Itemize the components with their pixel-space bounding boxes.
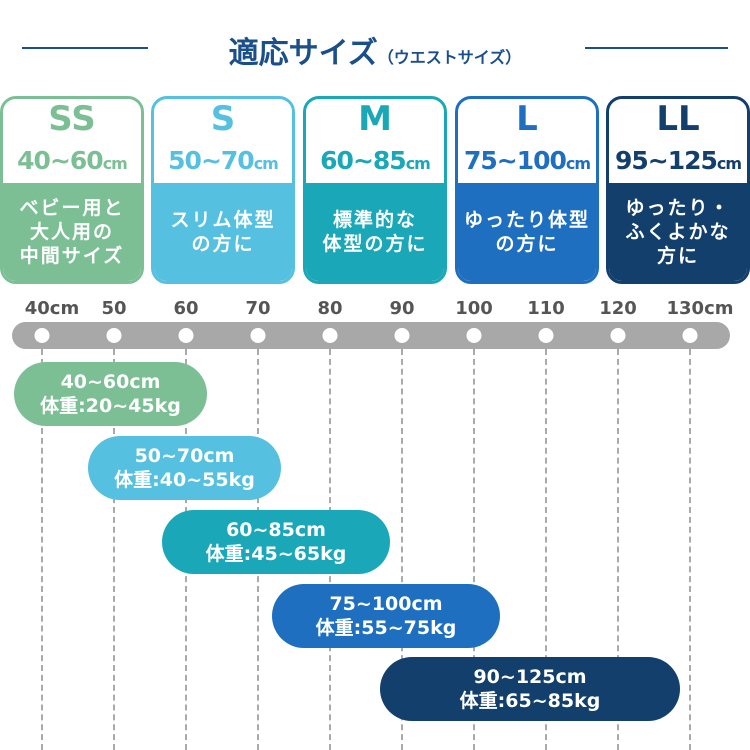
range-pill-ll: 90~125cm 体重:65~85kg	[380, 657, 680, 721]
axis-tick-label: 80	[317, 298, 343, 319]
axis-tick-label: 70	[245, 298, 271, 319]
gridline	[617, 349, 619, 750]
title-text: 適応サイズ	[228, 36, 378, 71]
size-card-l: L 75~100cm ゆったり体型 の方に	[455, 96, 599, 284]
range-value: 60~85	[320, 146, 407, 175]
size-label: S	[210, 99, 236, 139]
scale-dot	[106, 328, 122, 343]
pill-weight-range: 体重:40~55kg	[114, 469, 255, 491]
range-unit: cm	[405, 154, 431, 173]
pill-waist-range: 60~85cm	[226, 519, 326, 541]
size-label: M	[358, 99, 392, 139]
range-unit: cm	[253, 154, 279, 173]
pill-weight-range: 体重:55~75kg	[315, 617, 457, 639]
page-title: 適応サイズ（ウエストサイズ）	[0, 28, 750, 72]
title-rule-right	[585, 47, 728, 49]
range-unit: cm	[565, 154, 591, 173]
axis-tick-label: 50	[101, 298, 127, 319]
range-unit: cm	[102, 154, 128, 173]
title-subtitle: （ウエストサイズ）	[377, 48, 522, 67]
axis-tick-label: 120	[599, 298, 637, 319]
size-description: ゆったり・ ふくよかな 方に	[609, 183, 747, 281]
axis-tick-label: 110	[527, 298, 565, 319]
pill-waist-range: 50~70cm	[134, 445, 235, 467]
gridline	[689, 349, 691, 750]
size-range: 50~70cm	[154, 139, 292, 183]
size-range: 95~125cm	[609, 139, 747, 183]
size-range: 60~85cm	[306, 139, 444, 183]
axis-tick-label: 60	[173, 298, 199, 319]
gridline	[545, 349, 547, 750]
size-range: 75~100cm	[458, 139, 596, 183]
range-value: 95~125	[614, 146, 718, 175]
range-pill-ss: 40~60cm 体重:20~45kg	[14, 362, 207, 426]
range-unit: cm	[716, 154, 742, 173]
size-range: 40~60cm	[3, 139, 141, 183]
scale-dot	[34, 328, 50, 343]
range-value: 50~70	[168, 146, 255, 175]
pill-weight-range: 体重:65~85kg	[459, 690, 601, 712]
scale-dot	[178, 328, 194, 343]
pill-weight-range: 体重:20~45kg	[40, 395, 181, 417]
size-description: 標準的な 体型の方に	[306, 183, 444, 281]
range-pill-l: 75~100cm 体重:55~75kg	[272, 584, 500, 648]
size-label: SS	[48, 99, 96, 139]
pill-weight-range: 体重:45~65kg	[205, 543, 347, 565]
pill-waist-range: 90~125cm	[473, 666, 587, 688]
scale-dot	[682, 328, 698, 343]
size-card-ss: SS 40~60cm ベビー用と 大人用の 中間サイズ	[0, 96, 144, 284]
size-label: L	[516, 99, 538, 139]
scale-dot	[610, 328, 626, 343]
axis-tick-label: 40cm	[24, 298, 80, 319]
range-value: 40~60	[17, 146, 104, 175]
size-description: ベビー用と 大人用の 中間サイズ	[3, 183, 141, 281]
scale-dot	[394, 328, 410, 343]
gridline	[41, 349, 43, 750]
size-card-m: M 60~85cm 標準的な 体型の方に	[303, 96, 447, 284]
size-card-s: S 50~70cm スリム体型 の方に	[151, 96, 295, 284]
size-description: スリム体型 の方に	[154, 183, 292, 281]
pill-waist-range: 40~60cm	[60, 371, 161, 393]
range-pill-s: 50~70cm 体重:40~55kg	[88, 436, 281, 500]
gridline	[401, 349, 403, 750]
pill-waist-range: 75~100cm	[329, 593, 443, 615]
title-rule-left	[22, 47, 148, 49]
size-card-ll: LL 95~125cm ゆったり・ ふくよかな 方に	[606, 96, 750, 284]
gridline	[113, 349, 115, 750]
gridline	[473, 349, 475, 750]
size-description: ゆったり体型 の方に	[458, 183, 596, 281]
range-pill-m: 60~85cm 体重:45~65kg	[162, 510, 390, 574]
scale-dot	[250, 328, 266, 343]
scale-dot	[538, 328, 554, 343]
size-label: LL	[656, 99, 700, 139]
waist-scale-bar	[12, 322, 730, 349]
range-value: 75~100	[463, 146, 567, 175]
scale-dot	[466, 328, 482, 343]
scale-dot	[322, 328, 338, 343]
axis-tick-label: 130cm	[666, 298, 734, 319]
axis-tick-label: 100	[455, 298, 493, 319]
axis-tick-label: 90	[389, 298, 415, 319]
